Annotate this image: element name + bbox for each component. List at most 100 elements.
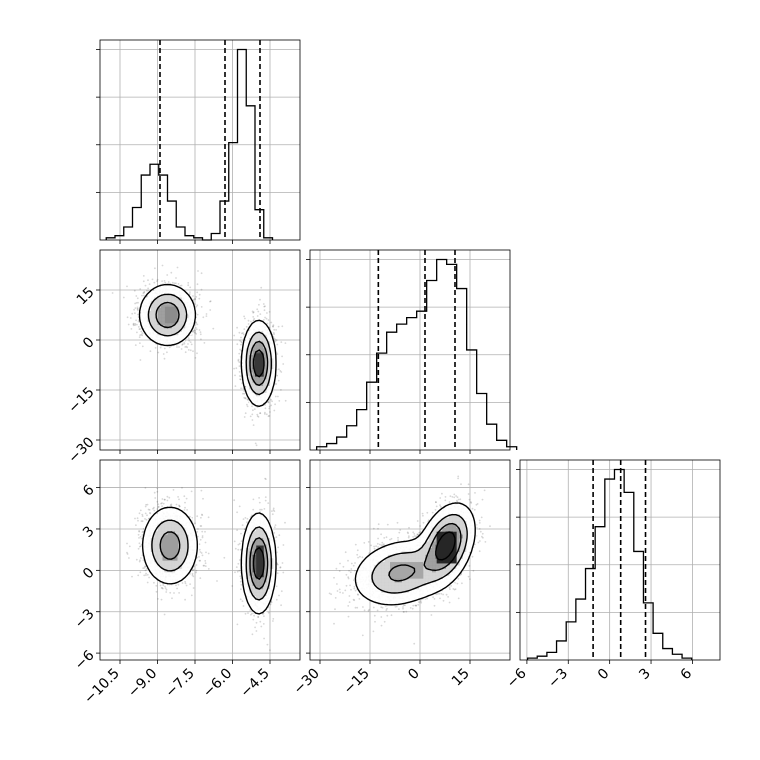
sample-point: [139, 359, 142, 361]
sample-point: [199, 577, 202, 579]
density-cell: [144, 328, 148, 332]
sample-point: [239, 378, 242, 381]
density-cell: [154, 294, 158, 298]
sample-point: [183, 495, 186, 498]
density-cell: [174, 294, 179, 298]
sample-point: [194, 322, 197, 325]
sample-point: [204, 565, 207, 567]
density-cell: [171, 294, 175, 298]
scatter-panel-1-0: [96, 249, 301, 454]
density-cell: [262, 382, 267, 386]
density-cell: [181, 294, 186, 298]
sample-point: [281, 325, 284, 328]
sample-point: [163, 280, 166, 282]
sample-point: [275, 339, 278, 342]
sample-point: [264, 305, 266, 308]
panel-content: [100, 460, 300, 660]
density-cell: [161, 283, 165, 288]
sample-point: [274, 395, 277, 398]
density-cell: [178, 294, 182, 298]
sample-point: [134, 324, 137, 326]
sample-point: [189, 583, 192, 585]
density-cell: [144, 317, 148, 322]
density-cell: [266, 355, 270, 359]
density-cell: [161, 338, 165, 342]
scatter-panel-2-0: [96, 459, 301, 664]
density-cell: [255, 334, 260, 339]
sample-point: [199, 331, 202, 333]
sample-point: [196, 352, 198, 355]
density-cell: [242, 355, 247, 359]
density-cell: [255, 399, 260, 403]
sample-point: [151, 278, 154, 281]
sample-point: [170, 271, 173, 274]
sample-point: [201, 514, 204, 516]
density-cell: [252, 358, 257, 363]
hist-step-1: [316, 258, 518, 450]
density-cell: [157, 317, 162, 322]
sample-point: [194, 522, 196, 525]
density-cell: [150, 307, 155, 312]
sample-point: [136, 323, 138, 326]
sample-point: [131, 575, 133, 578]
density-cell: [269, 382, 274, 386]
density-cell: [178, 334, 182, 339]
sample-point: [239, 378, 242, 381]
sample-point: [167, 281, 170, 283]
density-cell: [245, 382, 250, 386]
sample-point: [244, 317, 246, 320]
sample-point: [139, 559, 141, 562]
sample-point: [196, 304, 199, 307]
sample-point: [162, 587, 164, 590]
sample-point: [184, 506, 186, 509]
density-cell: [252, 392, 257, 397]
sample-point: [238, 365, 241, 367]
sample-point: [238, 331, 241, 334]
sample-point: [132, 322, 135, 325]
sample-point: [134, 517, 136, 520]
sample-point: [246, 398, 249, 401]
density-cell: [147, 324, 152, 329]
sample-point: [267, 401, 270, 404]
sample-point: [259, 412, 261, 415]
sample-point: [139, 509, 142, 512]
density-cell: [259, 375, 264, 380]
density-cell: [191, 314, 196, 319]
sample-point: [143, 567, 146, 569]
sample-point: [243, 315, 246, 318]
density-cell: [242, 375, 247, 380]
sample-point: [256, 415, 259, 417]
density-cell: [249, 365, 253, 370]
sample-point: [180, 284, 183, 287]
sample-point: [146, 289, 148, 292]
sample-point: [147, 508, 150, 511]
sample-point: [154, 267, 156, 270]
sample-point: [266, 312, 268, 314]
sample-point: [170, 503, 173, 506]
density-cell: [167, 328, 172, 332]
sample-point: [141, 534, 144, 536]
sample-point: [234, 374, 236, 377]
sample-point: [137, 301, 139, 304]
sample-point: [179, 285, 182, 287]
density-cell: [164, 304, 169, 308]
sample-point: [201, 554, 204, 557]
density-cell: [252, 395, 257, 400]
density-cell: [161, 297, 165, 302]
density-cell: [188, 321, 192, 325]
density-cell: [259, 389, 264, 393]
sample-point: [145, 503, 148, 506]
density-cell: [191, 311, 196, 315]
sample-point: [161, 587, 164, 589]
sample-point: [155, 590, 158, 593]
density-cell: [245, 331, 250, 336]
sample-point: [137, 547, 140, 550]
density-cell: [154, 328, 158, 332]
density-cell: [154, 321, 158, 325]
sample-point: [130, 328, 133, 330]
density-cell: [245, 338, 250, 342]
density-cell: [184, 331, 189, 336]
sample-point: [269, 411, 271, 413]
density-cell: [262, 348, 267, 353]
density-cell: [272, 361, 277, 366]
